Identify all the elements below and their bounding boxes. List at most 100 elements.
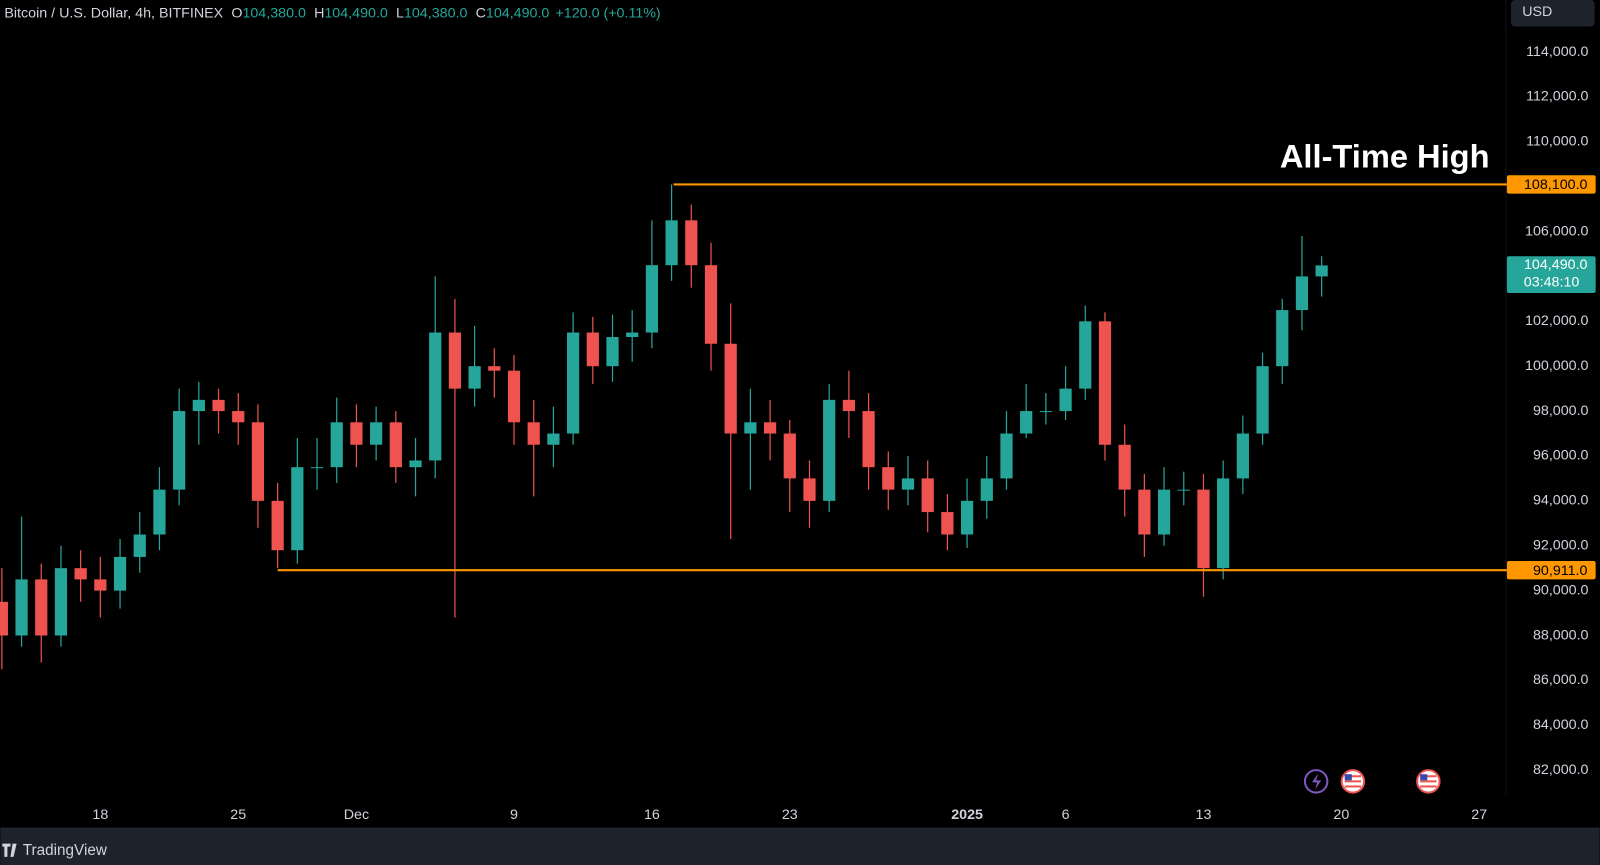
candle-body <box>409 460 422 468</box>
level-annotation: All-Time High <box>1280 138 1490 175</box>
candle-body <box>0 601 8 636</box>
ohlc-value: 104,380.0 <box>404 5 468 21</box>
icon <box>1344 774 1352 781</box>
x-tick-label: 2025 <box>951 807 983 823</box>
y-tick-label: 112,000.0 <box>1526 89 1588 105</box>
candle-body <box>586 332 599 367</box>
candle-body <box>54 568 68 636</box>
candle-body <box>1295 276 1309 311</box>
y-tick-label: 96,000.0 <box>1533 448 1589 464</box>
candle-body <box>153 489 166 535</box>
x-tick-label: 9 <box>510 807 518 823</box>
candle-body <box>212 399 225 412</box>
last-price-label: 104,490.0 <box>1524 257 1588 273</box>
icon <box>1303 769 1329 794</box>
countdown-label: 03:48:10 <box>1524 275 1580 291</box>
icon <box>1312 773 1322 790</box>
candle-body <box>1157 489 1171 535</box>
x-tick-label: 23 <box>782 807 798 823</box>
candle-body <box>173 411 186 490</box>
candle-body <box>823 399 836 501</box>
candle-body <box>330 422 343 468</box>
candle-body <box>1315 265 1328 277</box>
icon <box>1344 775 1362 778</box>
candle-body <box>704 265 718 344</box>
x-tick-label: 27 <box>1471 807 1487 823</box>
candle-body <box>783 433 796 479</box>
x-tick-label: 16 <box>644 807 660 823</box>
ohlc-key: H <box>314 5 324 21</box>
footer-bar <box>0 828 1600 865</box>
brand-name: TradingView <box>23 842 108 859</box>
icon <box>1344 780 1362 783</box>
level-price-box <box>1506 175 1596 194</box>
candle-body <box>1217 478 1230 569</box>
candle-body <box>507 370 521 423</box>
y-tick-label: 114,000.0 <box>1526 44 1588 60</box>
candle-body <box>763 422 777 434</box>
candle-body <box>842 399 855 412</box>
candle-body <box>547 433 560 445</box>
candle-body <box>488 366 501 371</box>
candle-body <box>626 332 639 338</box>
icon <box>1420 780 1437 783</box>
ohlc-value: 104,490.0 <box>324 5 388 21</box>
chart-header: Bitcoin / U.S. Dollar, 4h, BITFINEX O104,… <box>4 5 660 21</box>
y-tick-label: 92,000.0 <box>1533 537 1589 553</box>
y-tick-label: 106,000.0 <box>1525 223 1589 239</box>
candle-body <box>251 422 265 501</box>
candle-body <box>448 332 462 389</box>
candle-body <box>1059 388 1072 412</box>
y-tick-label: 88,000.0 <box>1533 627 1589 643</box>
candle-body <box>606 337 619 367</box>
y-tick-label: 98,000.0 <box>1533 403 1589 419</box>
candle-body <box>665 220 678 266</box>
candle-body <box>1138 489 1151 535</box>
ohlc-key: O <box>231 5 242 21</box>
x-tick-label: Dec <box>344 807 369 823</box>
candle-body <box>74 568 87 580</box>
ohlc-value: 104,490.0 <box>486 5 550 21</box>
candle-body <box>192 399 205 412</box>
candle-body <box>685 220 698 266</box>
y-tick-label: 102,000.0 <box>1525 313 1589 329</box>
candle-body <box>527 422 540 445</box>
ohlc-value: 104,380.0 <box>242 5 306 21</box>
y-tick-label: 110,000.0 <box>1526 134 1588 150</box>
candle-body <box>1039 411 1052 413</box>
candle-body <box>1236 433 1249 479</box>
candle-body <box>862 411 875 468</box>
candle-body <box>389 422 402 468</box>
icon <box>1344 785 1362 788</box>
ohlc-key: C <box>476 5 486 21</box>
level-price-box <box>1506 560 1596 580</box>
candle-body <box>901 478 915 490</box>
y-tick-label: 94,000.0 <box>1533 493 1589 509</box>
candle-body <box>567 332 580 434</box>
x-tick-label: 25 <box>230 807 246 823</box>
candle-body <box>1079 321 1092 389</box>
event-icons <box>1303 769 1441 794</box>
candle-body <box>310 467 324 469</box>
currency-button[interactable] <box>1510 0 1595 27</box>
candle-body <box>724 343 737 434</box>
icon <box>1420 785 1437 788</box>
candle-body <box>370 422 383 445</box>
candle-body <box>882 467 895 490</box>
x-tick-label: 20 <box>1333 807 1349 823</box>
candle-body <box>645 265 659 333</box>
candle-body <box>94 579 107 591</box>
y-tick-label: 90,000.0 <box>1533 582 1589 598</box>
change: +120.0 (+0.11%) <box>555 5 660 21</box>
candle-body <box>35 579 48 636</box>
y-tick-label: 100,000.0 <box>1525 358 1589 374</box>
candle-body <box>1118 444 1131 490</box>
candle-body <box>1177 489 1190 491</box>
candle-body <box>1098 321 1112 445</box>
candle-body <box>1020 411 1033 434</box>
candle-body <box>1197 489 1210 569</box>
candle-body <box>1276 310 1289 367</box>
candle-body <box>803 478 816 501</box>
